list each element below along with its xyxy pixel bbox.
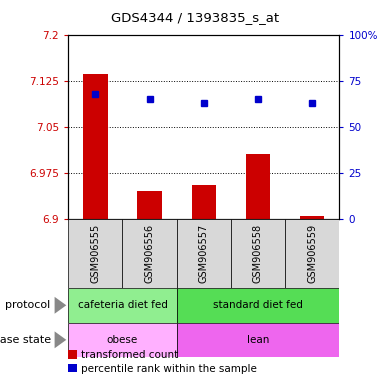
Bar	[191, 185, 216, 219]
Text: GSM906558: GSM906558	[253, 224, 263, 283]
Text: standard diet fed: standard diet fed	[213, 300, 303, 310]
Text: percentile rank within the sample: percentile rank within the sample	[81, 364, 257, 374]
Text: obese: obese	[107, 335, 138, 345]
Bar	[68, 323, 177, 357]
Text: transformed count: transformed count	[81, 350, 178, 360]
Bar	[246, 154, 270, 219]
Text: GSM906557: GSM906557	[199, 224, 209, 283]
Bar	[231, 219, 285, 288]
Text: GSM906556: GSM906556	[145, 224, 154, 283]
Bar	[177, 323, 339, 357]
Text: protocol: protocol	[5, 300, 51, 310]
Bar	[285, 219, 339, 288]
Text: GDS4344 / 1393835_s_at: GDS4344 / 1393835_s_at	[111, 12, 279, 25]
Bar	[177, 288, 339, 323]
Bar	[122, 219, 177, 288]
Bar	[68, 219, 122, 288]
Text: cafeteria diet fed: cafeteria diet fed	[78, 300, 167, 310]
Bar	[83, 74, 108, 219]
Text: lean: lean	[247, 335, 269, 345]
Text: GSM906559: GSM906559	[307, 224, 317, 283]
Text: GSM906555: GSM906555	[90, 224, 100, 283]
Bar	[300, 216, 324, 219]
Bar	[137, 191, 162, 219]
Bar	[68, 288, 177, 323]
Bar	[177, 219, 231, 288]
Text: disease state: disease state	[0, 335, 51, 345]
